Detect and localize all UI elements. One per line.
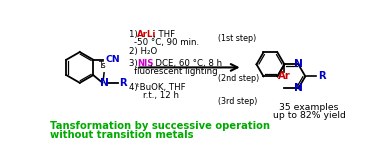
Text: Ar: Ar — [278, 71, 291, 81]
Text: without transition metals: without transition metals — [50, 130, 193, 140]
Text: NIS: NIS — [137, 59, 153, 68]
Text: up to 82% yield: up to 82% yield — [273, 111, 345, 120]
Text: 2) H₂O: 2) H₂O — [129, 47, 157, 56]
Text: ᵗBuOK, THF: ᵗBuOK, THF — [137, 83, 186, 92]
Text: R: R — [318, 71, 325, 81]
Text: , THF: , THF — [153, 31, 175, 40]
Text: N: N — [294, 59, 303, 69]
Text: CN: CN — [105, 55, 120, 64]
Text: Ts: Ts — [98, 62, 105, 71]
Text: ArLi: ArLi — [137, 31, 156, 40]
Text: fluorescent lighting: fluorescent lighting — [134, 67, 218, 76]
Text: -50 °C, 90 min.: -50 °C, 90 min. — [134, 38, 199, 47]
Text: (1st step): (1st step) — [218, 34, 256, 43]
Text: (2nd step): (2nd step) — [218, 74, 259, 83]
Text: (3rd step): (3rd step) — [218, 97, 257, 106]
Text: N: N — [294, 83, 303, 93]
Text: 3): 3) — [129, 59, 140, 68]
Text: 35 examples: 35 examples — [279, 103, 339, 112]
Text: Tansformation by successive operation: Tansformation by successive operation — [50, 121, 270, 131]
Text: , DCE, 60 °C, 8 h: , DCE, 60 °C, 8 h — [150, 59, 222, 68]
Text: 1): 1) — [129, 31, 140, 40]
Text: r.t., 12 h: r.t., 12 h — [143, 91, 178, 100]
Text: N: N — [100, 78, 108, 88]
Text: R: R — [119, 78, 127, 88]
Text: 4): 4) — [129, 83, 140, 92]
